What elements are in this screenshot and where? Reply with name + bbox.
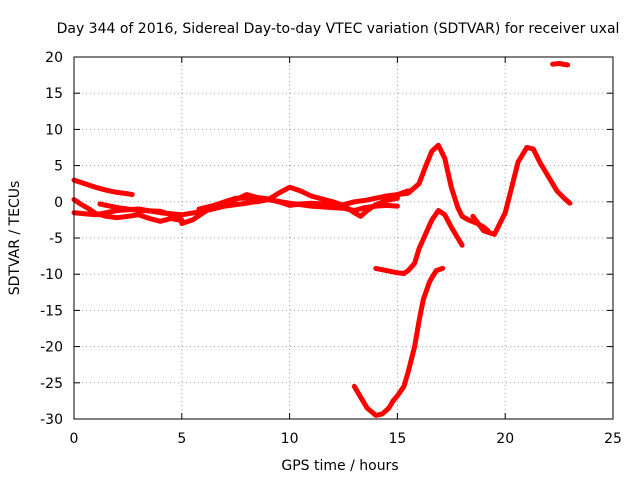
y-tick-label: -20 [40,340,63,356]
x-tick-label: 10 [281,431,299,447]
y-axis-label: SDTVAR / TECUs [7,181,23,296]
y-tick-label: 10 [45,122,63,138]
y-tick-label: 20 [45,50,63,66]
series-track-6 [196,188,411,212]
y-tick-label: -5 [49,231,63,247]
y-tick-label: -25 [40,376,63,392]
series-track-10 [351,265,446,418]
plot-frame [73,56,614,420]
y-tick-label: 5 [54,159,63,175]
x-tick-label: 25 [604,431,622,447]
axis-ticks: 0 5 10 15 20 25 -30 -25 -20 -15 -10 -5 0 5 10 15 20 [40,50,622,447]
x-tick-label: 0 [70,431,79,447]
x-tick-label: 20 [496,431,514,447]
series-track-11 [550,61,571,68]
grid [74,57,613,419]
y-tick-label: -15 [40,303,63,319]
series-track-2 [71,197,185,224]
series-track-9 [373,208,465,276]
series-track-8 [470,145,573,237]
series-track-1 [71,177,135,198]
y-tick-label: 0 [54,195,63,211]
data-series [71,61,573,418]
y-tick-label: -10 [40,267,63,283]
y-tick-label: -30 [40,412,63,428]
x-tick-label: 5 [177,431,186,447]
x-tick-label: 15 [388,431,406,447]
chart-title: Day 344 of 2016, Sidereal Day-to-day VTE… [57,21,620,37]
series-track-4 [97,201,185,223]
x-axis-label: GPS time / hours [281,458,398,474]
y-tick-label: 15 [45,86,63,102]
